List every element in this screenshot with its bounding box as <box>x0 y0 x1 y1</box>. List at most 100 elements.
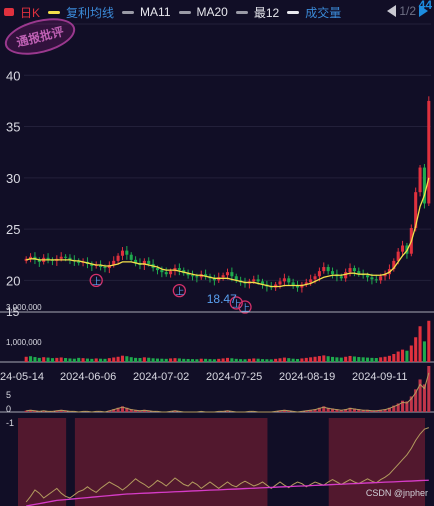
candle-body <box>282 278 286 282</box>
oscillator-tick-label: -1 <box>6 418 14 428</box>
legend-swatch <box>235 10 248 14</box>
oscillator-pink-line <box>26 479 429 506</box>
candle-body <box>295 285 300 288</box>
candle-body <box>142 260 146 265</box>
volume-bar <box>387 355 391 362</box>
volume-bar <box>300 358 304 362</box>
legend-item-max12[interactable]: 最12 <box>235 4 279 21</box>
legend-label: MA20 <box>196 5 228 19</box>
indicator-bar <box>142 409 146 412</box>
volume-bar <box>379 357 383 362</box>
indicator-bar <box>59 409 63 412</box>
candle-body <box>322 267 326 272</box>
volume-bar <box>112 357 116 362</box>
oscillator-tan-line <box>25 427 429 503</box>
candle-body <box>252 279 256 282</box>
indicator-bar <box>414 389 418 412</box>
legend-item-ma20[interactable]: MA20 <box>178 5 228 19</box>
volume-bar <box>81 358 85 362</box>
candle-body <box>120 250 124 256</box>
volume-bar <box>186 358 190 362</box>
volume-bar <box>278 358 282 362</box>
volume-bar <box>221 358 225 362</box>
volume-bar <box>339 357 343 362</box>
volume-bar <box>177 358 181 362</box>
triangle-right-icon[interactable] <box>419 5 428 17</box>
candle-body <box>164 272 168 275</box>
volume-bar <box>29 356 33 362</box>
candle-body <box>344 272 348 279</box>
volume-bar <box>287 358 291 362</box>
indicator-bar <box>326 407 330 412</box>
candle-body <box>177 268 181 271</box>
triangle-left-icon[interactable] <box>387 5 397 17</box>
date-tick-label: 2024-06-06 <box>60 371 116 383</box>
volume-bar <box>256 358 260 362</box>
legend-item-volume[interactable]: 成交量 <box>287 4 341 21</box>
indicator-bar <box>383 409 387 412</box>
indicator-bar <box>352 408 356 412</box>
volume-bar <box>64 358 68 362</box>
indicator-bar <box>422 384 426 412</box>
indicator-bar <box>348 407 352 412</box>
stamp-text: 通报批评 <box>1 11 79 61</box>
price-tick-label: 35 <box>6 120 20 135</box>
candle-body <box>304 282 308 285</box>
marker-circle <box>89 273 103 288</box>
volume-bar <box>427 320 431 362</box>
legend-item-daily-k[interactable]: 日K <box>4 4 40 21</box>
legend-item-compound-ma[interactable]: 复利均线 <box>48 4 114 21</box>
candle-body <box>414 192 418 229</box>
candle-body <box>186 273 190 276</box>
volume-bar <box>77 357 81 362</box>
volume-bar <box>164 358 168 362</box>
volume-bar <box>68 358 72 362</box>
candle-body <box>260 281 265 285</box>
volume-bar <box>291 358 295 362</box>
volume-bar <box>295 358 300 362</box>
candle-body <box>46 257 50 260</box>
volume-bar <box>182 358 186 362</box>
legend-item-ma11[interactable]: MA11 <box>122 5 171 19</box>
indicator-bar <box>120 406 124 412</box>
corner-value: 44 <box>418 0 432 12</box>
candle-body <box>291 282 295 286</box>
legend-swatch <box>48 10 61 14</box>
indicator-bar <box>379 409 383 412</box>
indicator-bar <box>24 410 28 412</box>
candle-body <box>129 254 133 260</box>
marker-label: 上 <box>175 287 184 297</box>
marker-label: 上 <box>92 276 101 286</box>
price-tick-label: 20 <box>6 273 20 288</box>
indicator-bar <box>366 409 370 412</box>
price-tick-label: 40 <box>6 68 20 83</box>
candle-body <box>37 259 41 262</box>
indicator-bar <box>322 406 326 412</box>
indicator-tick-label: 5 <box>6 390 11 400</box>
legend-swatch <box>178 10 191 14</box>
candle-body <box>278 281 282 285</box>
volume-bar <box>85 358 89 362</box>
volume-bar <box>313 356 317 362</box>
volume-bar <box>304 357 308 362</box>
volume-bar <box>252 358 256 362</box>
date-tick-label: 2024-07-02 <box>133 371 189 383</box>
volume-bar <box>317 356 321 362</box>
candle-body <box>169 271 173 275</box>
marker-label: 上 <box>232 299 241 309</box>
candle-body <box>225 272 230 276</box>
volume-bar <box>265 359 269 362</box>
marker-circle <box>229 296 243 310</box>
indicator-bar <box>317 407 321 412</box>
legend-label: MA11 <box>140 5 171 19</box>
indicator-bar <box>409 396 413 412</box>
indicator-bar <box>427 366 431 412</box>
candle-body <box>99 264 103 268</box>
indicator-bar <box>357 409 361 412</box>
volume-bar <box>344 356 348 362</box>
volume-bar <box>107 358 111 362</box>
candle-body <box>59 256 63 259</box>
volume-bar <box>42 357 46 362</box>
volume-bar <box>208 359 212 362</box>
price-tick-label: 30 <box>6 171 20 186</box>
